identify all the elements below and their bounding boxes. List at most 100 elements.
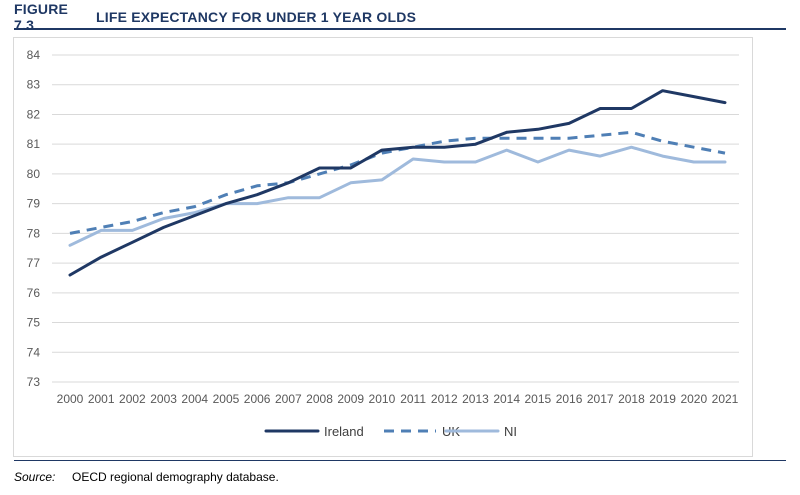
data-point-uk [630,131,633,134]
data-point-uk [599,134,602,137]
x-tick-label: 2017 [587,392,614,406]
series-line-ireland [68,89,727,277]
source-text: OECD regional demography database. [72,470,279,484]
x-tick-label: 2009 [337,392,364,406]
legend-label-ireland: Ireland [324,424,364,439]
data-point-ireland [443,146,446,149]
data-point-ireland [568,122,571,125]
data-point-ni [630,146,633,149]
x-tick-label: 2004 [181,392,208,406]
data-point-ni [380,178,383,181]
data-point-ireland [131,241,134,244]
x-tick-label: 2015 [525,392,552,406]
data-point-ireland [193,214,196,217]
series-line-uk [69,130,726,235]
data-point-uk [661,140,664,143]
data-point-uk [193,205,196,208]
data-point-ni [536,161,539,164]
y-tick-label: 77 [27,256,41,270]
y-tick-label: 73 [27,375,41,389]
source-label: Source: [14,470,56,484]
x-tick-label: 2019 [649,392,676,406]
x-tick-label: 2003 [150,392,177,406]
data-point-uk [131,220,134,223]
data-point-uk [474,137,477,140]
data-point-ni [69,244,72,247]
data-point-ni [412,158,415,161]
source-divider [14,460,786,461]
legend-label-ni: NI [504,424,517,439]
data-point-ni [100,229,103,232]
data-point-ireland [599,107,602,110]
data-point-ireland [692,95,695,98]
y-tick-label: 78 [27,226,41,240]
x-tick-label: 2014 [493,392,520,406]
data-point-ireland [536,128,539,131]
data-point-ni [287,196,290,199]
series-line-ni [68,145,727,247]
x-tick-label: 2011 [400,392,426,406]
data-point-ireland [349,166,352,169]
data-point-ni [692,161,695,164]
data-point-uk [505,137,508,140]
y-axis-ticks: 73 74 75 76 77 78 79 80 81 82 83 84 [27,48,41,389]
figure-number: FIGURE 7.3 [14,1,69,33]
x-tick-label: 2021 [712,392,739,406]
x-tick-label: 2008 [306,392,333,406]
x-tick-label: 2013 [462,392,489,406]
source-note: Source: OECD regional demography databas… [14,470,279,484]
data-point-uk [568,137,571,140]
data-point-ni [131,229,134,232]
data-point-uk [724,152,727,155]
legend: IrelandUKNI [264,424,517,439]
data-point-uk [692,146,695,149]
data-point-ireland [69,273,72,276]
x-tick-label: 2016 [556,392,583,406]
y-tick-label: 81 [27,137,41,151]
data-point-ni [661,155,664,158]
y-tick-label: 74 [27,345,41,359]
data-point-ireland [630,107,633,110]
y-tick-label: 82 [27,107,41,121]
data-point-uk [318,172,321,175]
data-point-ireland [724,101,727,104]
data-point-ni [318,196,321,199]
x-tick-label: 2001 [88,392,115,406]
data-point-uk [162,211,165,214]
data-point-ni [599,155,602,158]
y-tick-label: 79 [27,197,41,211]
data-point-uk [69,232,72,235]
data-point-ireland [380,149,383,152]
data-point-ireland [505,131,508,134]
data-point-uk [256,184,259,187]
x-tick-label: 2005 [213,392,240,406]
data-point-ireland [224,202,227,205]
data-point-uk [443,140,446,143]
data-point-ireland [162,226,165,229]
gridlines [52,54,739,383]
figure-header: FIGURE 7.3 LIFE EXPECTANCY FOR UNDER 1 Y… [14,1,786,33]
x-tick-label: 2000 [57,392,84,406]
data-point-ireland [100,256,103,259]
y-tick-label: 80 [27,167,41,181]
data-point-ireland [318,166,321,169]
data-point-ireland [412,146,415,149]
x-tick-label: 2012 [431,392,458,406]
data-point-ni [505,149,508,152]
data-point-ireland [474,143,477,146]
data-point-ni [162,217,165,220]
data-point-ireland [661,89,664,92]
series-lines [68,89,727,277]
data-point-ni [443,161,446,164]
x-tick-label: 2020 [680,392,707,406]
y-tick-label: 83 [27,78,41,92]
data-point-ni [724,161,727,164]
y-tick-label: 84 [27,48,41,62]
data-point-uk [224,193,227,196]
y-tick-label: 76 [27,286,41,300]
chart-area: 73 74 75 76 77 78 79 80 81 82 83 84 2000 2001 2002 200… [13,37,753,457]
x-tick-label: 2006 [244,392,271,406]
data-point-ni [568,149,571,152]
y-tick-label: 75 [27,316,41,330]
